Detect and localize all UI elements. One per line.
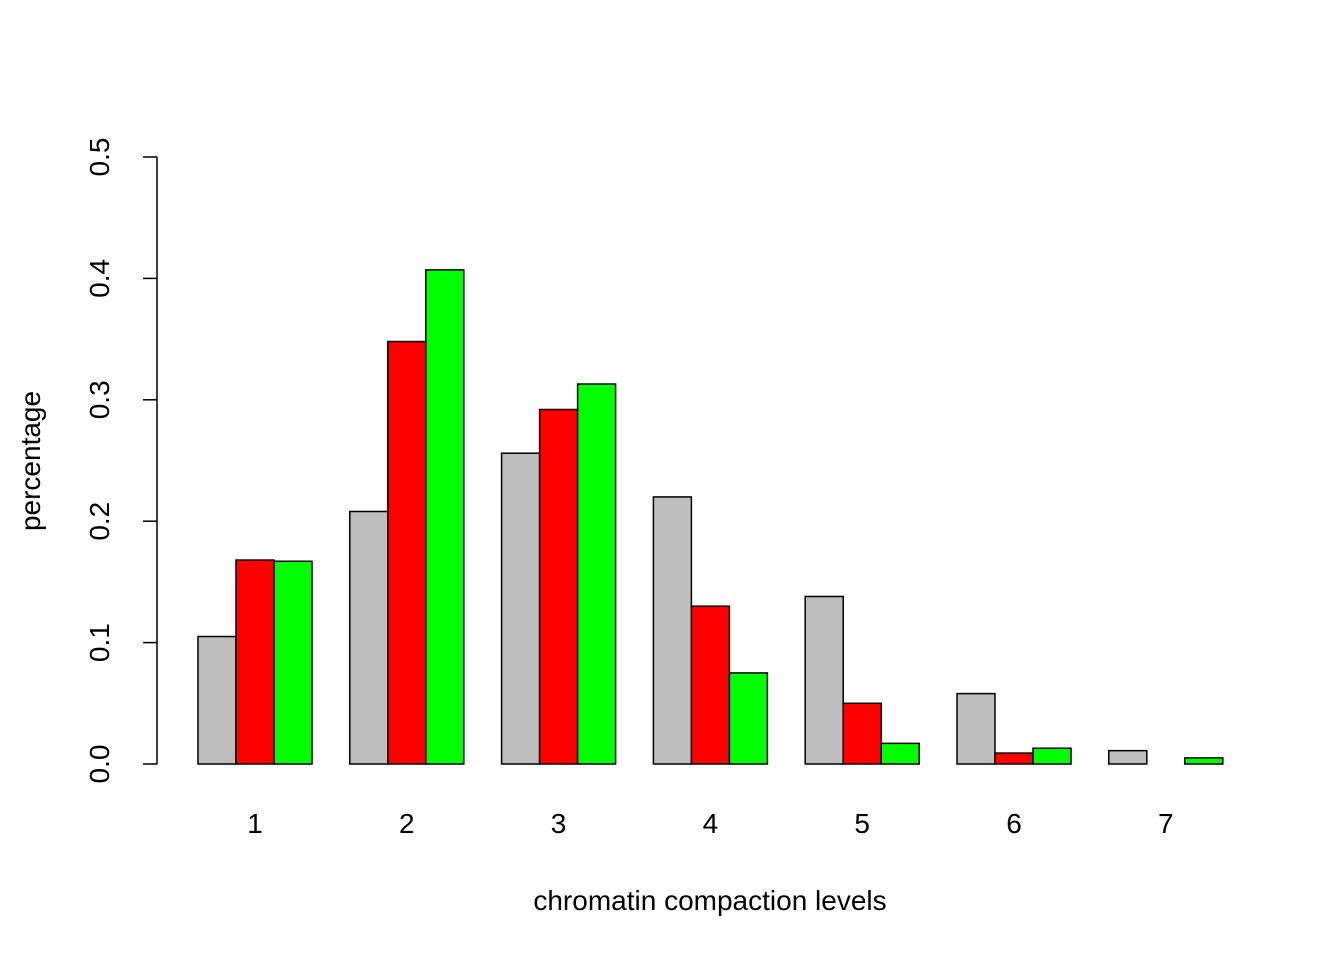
y-tick-label: 0.2 — [84, 502, 115, 541]
bar-cat1-series1 — [197, 635, 237, 765]
bar-cat6-series1 — [956, 692, 996, 765]
bar-cat4-series1 — [652, 496, 693, 765]
bar-cat5-series1 — [804, 595, 844, 765]
x-tick-label: 2 — [399, 808, 415, 839]
bar-cat5-series2 — [842, 702, 882, 765]
bar-cat4-series3 — [728, 672, 769, 765]
bar-cat7-series3 — [1184, 757, 1224, 765]
x-tick-label: 7 — [1158, 808, 1174, 839]
bar-cat1-series3 — [273, 560, 313, 765]
x-axis-title: chromatin compaction levels — [533, 885, 886, 916]
bar-cat2-series1 — [349, 510, 389, 765]
y-axis: 0.0 0.1 0.2 0.3 0.4 0.5 — [84, 138, 158, 784]
bars-group — [197, 269, 1224, 765]
bar-cat6-series2 — [994, 752, 1034, 765]
bar-cat1-series2 — [235, 559, 275, 765]
bar-cat5-series3 — [880, 742, 920, 765]
x-tick-label: 6 — [1006, 808, 1022, 839]
y-axis-title: percentage — [15, 391, 46, 531]
x-tick-label: 3 — [551, 808, 567, 839]
x-tick-label: 4 — [703, 808, 719, 839]
bar-cat7-series1 — [1108, 749, 1148, 765]
x-tick-label: 1 — [247, 808, 263, 839]
x-axis-labels: 1 2 3 4 5 6 7 — [247, 808, 1173, 839]
bar-cat2-series2 — [387, 340, 427, 765]
y-tick-label: 0.4 — [84, 259, 115, 298]
bar-cat3-series1 — [500, 452, 541, 765]
bar-cat3-series2 — [538, 408, 579, 765]
y-tick-label: 0.3 — [84, 380, 115, 419]
y-tick-label: 0.0 — [84, 745, 115, 784]
bar-cat4-series2 — [690, 605, 731, 765]
bar-cat6-series3 — [1032, 747, 1072, 765]
bar-cat2-series3 — [425, 269, 465, 765]
x-tick-label: 5 — [854, 808, 870, 839]
y-tick-label: 0.1 — [84, 623, 115, 662]
bar-cat3-series3 — [576, 383, 617, 765]
y-tick-label: 0.5 — [84, 138, 115, 177]
